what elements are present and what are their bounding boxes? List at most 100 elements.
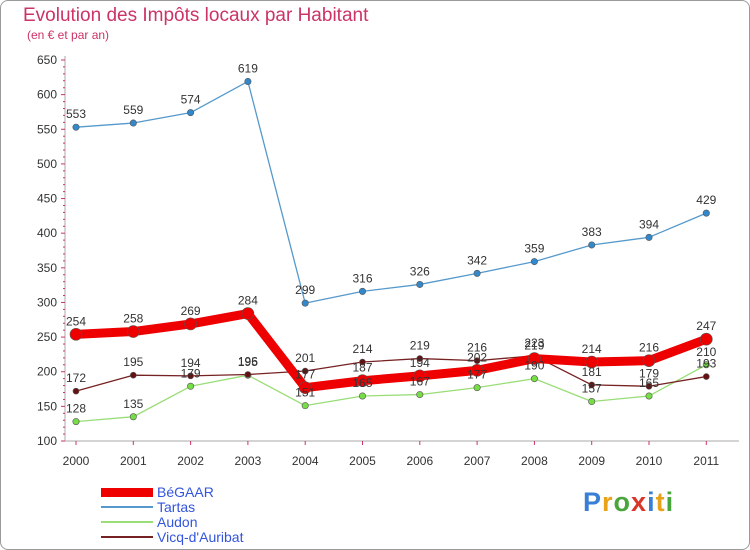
data-point-tartas — [129, 119, 137, 127]
data-label-b-gaar: 258 — [123, 312, 143, 326]
y-tick-label: 600 — [37, 88, 57, 102]
data-point-vicq-d-auribat — [72, 387, 80, 395]
x-tick-label: 2004 — [292, 454, 319, 468]
data-point-tartas — [588, 241, 596, 249]
legend-label-vicq-d-auribat: Vicq-d'Auribat — [157, 529, 244, 545]
data-point-audon — [187, 382, 195, 390]
data-label-tartas: 619 — [238, 61, 258, 75]
data-point-tartas — [244, 77, 252, 85]
y-tick-label: 200 — [37, 365, 57, 379]
x-tick-label: 2000 — [63, 454, 90, 468]
y-tick-label: 150 — [37, 399, 57, 413]
data-label-vicq-d-auribat: 181 — [582, 365, 602, 379]
x-tick-label: 2002 — [177, 454, 204, 468]
data-label-b-gaar: 214 — [582, 342, 602, 356]
x-tick-label: 2010 — [636, 454, 663, 468]
data-label-vicq-d-auribat: 223 — [524, 336, 544, 350]
x-tick-label: 2011 — [693, 454, 719, 468]
data-label-vicq-d-auribat: 195 — [123, 355, 143, 369]
data-label-vicq-d-auribat: 216 — [467, 341, 487, 355]
x-tick-label: 2006 — [406, 454, 433, 468]
data-label-vicq-d-auribat: 196 — [238, 354, 258, 368]
data-point-b-gaar — [642, 354, 656, 367]
data-label-vicq-d-auribat: 194 — [181, 356, 201, 370]
y-tick-label: 450 — [37, 192, 57, 206]
data-label-audon: 195 — [238, 355, 258, 369]
logo-letter: i — [647, 487, 656, 517]
data-point-b-gaar — [69, 328, 83, 341]
data-label-tartas: 383 — [582, 225, 602, 239]
data-label-audon: 165 — [639, 376, 659, 390]
data-point-vicq-d-auribat — [645, 382, 653, 390]
data-point-b-gaar — [470, 364, 484, 377]
data-point-b-gaar — [241, 307, 255, 320]
data-point-vicq-d-auribat — [416, 355, 424, 362]
data-point-vicq-d-auribat — [187, 372, 194, 380]
logo-letter: r — [602, 487, 614, 517]
data-point-vicq-d-auribat — [130, 371, 137, 379]
data-label-b-gaar: 254 — [66, 314, 86, 328]
data-point-b-gaar — [413, 369, 427, 383]
data-point-audon — [702, 361, 710, 369]
y-tick-label: 500 — [37, 157, 57, 171]
data-point-audon — [301, 402, 309, 410]
logo-letter: x — [631, 487, 648, 517]
data-label-b-gaar: 219 — [524, 339, 544, 353]
data-point-tartas — [702, 209, 710, 217]
data-label-b-gaar: 284 — [238, 294, 258, 308]
data-point-b-gaar — [184, 317, 197, 331]
data-point-audon — [72, 418, 80, 426]
data-label-audon: 135 — [123, 397, 143, 411]
data-label-b-gaar: 187 — [352, 361, 372, 375]
data-point-b-gaar — [298, 381, 312, 394]
y-tick-label: 100 — [37, 434, 57, 448]
data-point-vicq-d-auribat — [359, 358, 366, 366]
legend-label-tartas: Tartas — [157, 499, 196, 515]
data-point-tartas — [301, 299, 309, 307]
y-tick-label: 400 — [37, 226, 57, 240]
data-label-b-gaar: 177 — [295, 368, 315, 382]
data-point-b-gaar — [127, 325, 140, 338]
data-label-audon: 165 — [352, 376, 372, 390]
data-label-vicq-d-auribat: 172 — [66, 371, 86, 385]
proxiti-logo: Proxiti — [583, 487, 674, 518]
data-point-tartas — [473, 269, 481, 277]
data-label-b-gaar: 269 — [181, 304, 201, 318]
data-label-tartas: 429 — [696, 193, 716, 207]
data-label-audon: 157 — [582, 382, 602, 396]
chart-title: Evolution des Impôts locaux par Habitant — [23, 5, 369, 26]
data-point-b-gaar — [585, 355, 599, 369]
logo-letter: t — [655, 487, 666, 517]
data-label-audon: 190 — [524, 359, 544, 373]
chart-subtitle: (en € et par an) — [27, 28, 110, 42]
data-point-audon — [530, 375, 538, 383]
data-label-audon: 177 — [467, 368, 487, 382]
logo-letter: i — [665, 487, 675, 517]
logo-letter: P — [583, 487, 603, 517]
data-label-audon: 167 — [410, 375, 430, 389]
x-tick-label: 2009 — [578, 454, 605, 468]
series-line-audon — [75, 364, 707, 423]
data-point-tartas — [72, 123, 80, 131]
data-label-tartas: 359 — [524, 242, 544, 256]
data-label-b-gaar: 216 — [639, 341, 659, 355]
data-point-vicq-d-auribat — [702, 373, 710, 380]
data-point-audon — [473, 384, 481, 392]
data-label-vicq-d-auribat: 179 — [639, 366, 659, 380]
legend-label-audon: Audon — [157, 514, 198, 530]
data-label-tartas: 559 — [123, 103, 143, 117]
data-point-b-gaar — [699, 332, 713, 346]
data-point-vicq-d-auribat — [473, 357, 481, 364]
data-point-audon — [588, 398, 596, 406]
y-tick-label: 650 — [37, 53, 57, 67]
data-point-tartas — [530, 258, 538, 266]
data-point-b-gaar — [528, 352, 541, 365]
data-label-tartas: 326 — [410, 264, 430, 278]
series-line-b-gaar — [71, 309, 711, 393]
data-label-audon: 151 — [295, 386, 315, 400]
data-label-b-gaar: 194 — [410, 356, 430, 370]
data-label-b-gaar: 202 — [467, 350, 487, 364]
data-point-b-gaar — [356, 374, 369, 388]
data-label-tartas: 574 — [181, 93, 201, 107]
